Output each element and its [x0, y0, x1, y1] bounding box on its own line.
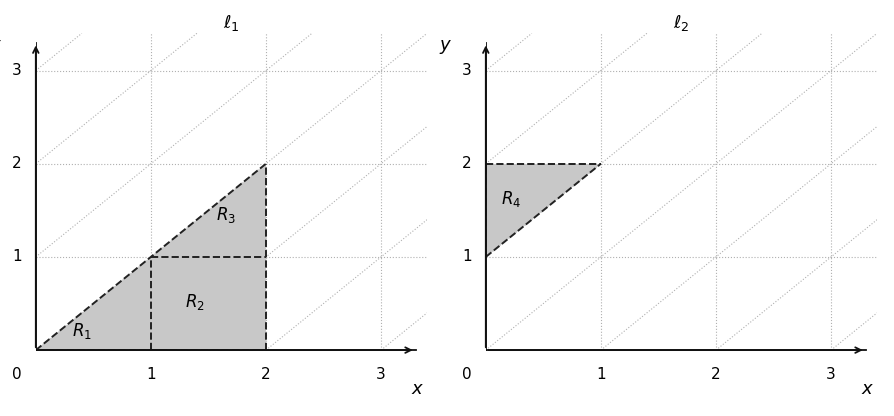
Text: 3: 3: [375, 367, 385, 382]
Text: 2: 2: [261, 367, 271, 382]
Title: $\ell_2$: $\ell_2$: [672, 13, 689, 33]
Text: 1: 1: [13, 250, 22, 265]
Text: $R_4$: $R_4$: [501, 189, 520, 209]
Text: 3: 3: [461, 63, 471, 78]
Text: 2: 2: [13, 156, 22, 171]
Text: 0: 0: [462, 367, 471, 382]
Text: 1: 1: [462, 250, 471, 265]
Text: $R_1$: $R_1$: [72, 322, 92, 342]
Text: 1: 1: [146, 367, 156, 382]
Text: 0: 0: [13, 367, 22, 382]
Text: $x$: $x$: [411, 380, 424, 398]
Text: 3: 3: [825, 367, 835, 382]
Text: $y$: $y$: [0, 38, 2, 56]
Text: 2: 2: [462, 156, 471, 171]
Polygon shape: [36, 164, 266, 350]
Text: $x$: $x$: [860, 380, 873, 398]
Text: $R_2$: $R_2$: [184, 292, 205, 312]
Title: $\ell_1$: $\ell_1$: [223, 13, 240, 33]
Text: $y$: $y$: [438, 38, 451, 56]
Polygon shape: [485, 164, 600, 257]
Text: 3: 3: [13, 63, 22, 78]
Text: $R_3$: $R_3$: [215, 205, 235, 225]
Text: 2: 2: [711, 367, 720, 382]
Text: 1: 1: [595, 367, 605, 382]
